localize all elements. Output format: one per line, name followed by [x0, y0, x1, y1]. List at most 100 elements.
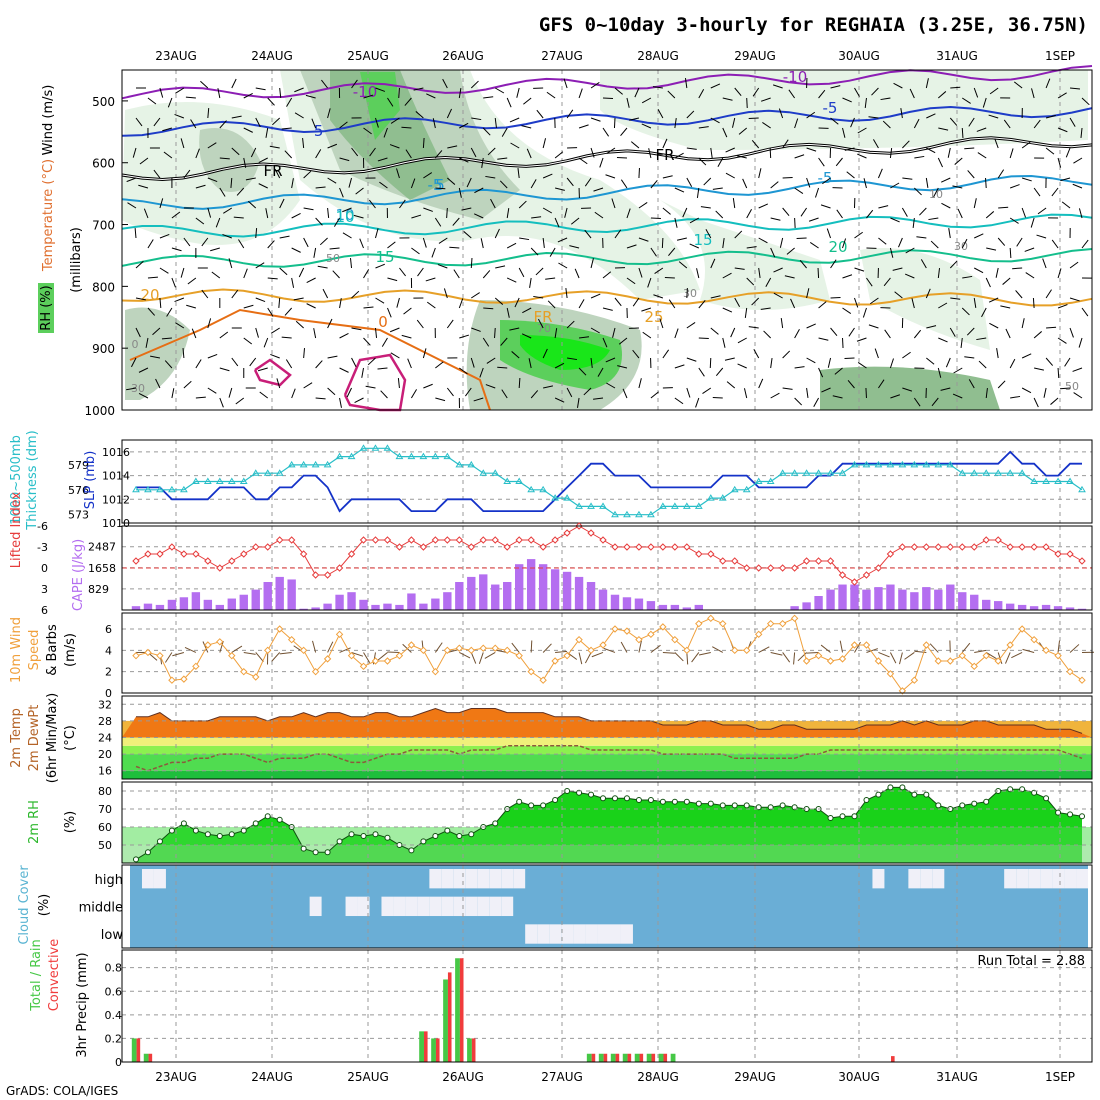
wind-barb — [1021, 141, 1031, 149]
wind-barb — [143, 208, 149, 219]
wind-barb — [516, 87, 520, 98]
wind-barb — [387, 277, 398, 282]
wind-barb — [267, 97, 275, 106]
wind-barb — [295, 320, 304, 329]
wind-barb — [147, 276, 158, 279]
profile-rh-label: RH (%) — [39, 285, 54, 330]
wind-barb — [742, 178, 748, 189]
date-label-bottom: 1SEP — [1045, 1070, 1075, 1084]
wind-barb — [620, 641, 628, 653]
wind-speed-point — [228, 651, 236, 660]
lifted-index-point — [144, 550, 152, 558]
wind-barb — [846, 171, 855, 179]
wind-barb — [746, 246, 757, 249]
thickness-point — [742, 485, 751, 493]
lifted-index-point — [515, 536, 523, 544]
wind-barb — [542, 173, 553, 179]
wind-barb — [590, 258, 594, 269]
wind-barb — [521, 333, 532, 339]
wind-barb — [880, 97, 891, 101]
wind-speed-point — [144, 648, 152, 657]
thickness-point — [395, 452, 404, 460]
wind-barb — [878, 379, 885, 389]
wind-barb — [854, 297, 859, 308]
cape-bar — [419, 603, 428, 610]
temperature-ytick: 20 — [98, 748, 112, 761]
wind-barb — [434, 642, 443, 653]
wind-barb — [180, 138, 185, 149]
cape-bar — [838, 584, 847, 610]
cloud-gap — [441, 869, 454, 889]
wind-barb — [298, 267, 305, 278]
cape-bar — [431, 598, 440, 610]
rh-point — [659, 798, 666, 805]
wind-barb — [549, 247, 556, 257]
wind-barb — [820, 204, 831, 209]
wind-label-3: & Barbs — [45, 624, 60, 676]
cape-bar — [682, 607, 692, 610]
wind-barb — [546, 91, 556, 99]
wind-barb — [375, 228, 379, 239]
lifted-index-point — [1066, 550, 1074, 558]
cape-bar — [239, 594, 248, 610]
rh-contour-label: 10 — [929, 188, 943, 201]
cape-bar — [131, 606, 141, 610]
wind-barb — [1072, 367, 1083, 372]
wind-barb — [480, 238, 484, 249]
wind-barb — [162, 127, 173, 132]
wind-barb — [964, 147, 975, 150]
wind-barb — [231, 147, 240, 156]
cape-bar — [1053, 606, 1063, 610]
wind-barb — [961, 238, 968, 249]
wind-barb — [542, 348, 548, 359]
thickness-point — [886, 460, 895, 468]
rh-point — [264, 813, 271, 820]
wind-barb — [416, 319, 424, 329]
wind-barb — [447, 177, 456, 185]
wind-barb — [652, 86, 663, 89]
wind-barb — [668, 299, 676, 309]
cape-bar — [455, 582, 464, 610]
precip-total-bar — [658, 1053, 664, 1062]
wind-barb — [294, 112, 304, 119]
wind-barb — [913, 118, 920, 129]
wind-barb — [901, 207, 908, 217]
wind-speed-point — [575, 635, 583, 644]
wind-barb — [818, 89, 826, 99]
rh-point — [887, 784, 894, 791]
wind-barb — [702, 387, 712, 395]
wind-barb — [974, 233, 984, 239]
wind-barb — [191, 328, 197, 339]
wind-barb — [243, 268, 248, 279]
cape-bar — [1029, 606, 1039, 610]
wind-barb — [686, 357, 697, 362]
precip-convective-bar — [148, 1053, 153, 1062]
wind-barb — [902, 387, 913, 392]
lifted-index-point — [731, 557, 739, 565]
thickness-ytick: 573 — [68, 509, 89, 522]
wind-barb — [434, 150, 443, 159]
wind-barb — [590, 357, 593, 368]
wind-barb — [269, 145, 280, 149]
wind-barb — [878, 205, 889, 209]
wind-barb — [710, 295, 721, 299]
wind-barb — [937, 268, 941, 279]
thickness-point — [359, 444, 368, 451]
cape-bar — [898, 589, 907, 610]
wind-barb — [202, 641, 209, 653]
wind-barb — [799, 260, 807, 269]
wind-barb — [474, 187, 484, 194]
lifted-index-point — [814, 557, 823, 565]
rh-shading — [600, 70, 1088, 150]
wind-barb — [889, 247, 894, 258]
thickness-point — [910, 460, 919, 468]
wind-speed-point — [647, 630, 655, 639]
thickness-point — [491, 469, 500, 476]
wind-barb — [698, 300, 706, 309]
wind-barb — [1073, 157, 1083, 164]
wind-barb — [528, 358, 532, 369]
wind-barb — [758, 237, 768, 244]
cape-bar — [215, 604, 225, 610]
wind-speed-point — [599, 641, 607, 649]
cloud-gap — [417, 896, 430, 917]
